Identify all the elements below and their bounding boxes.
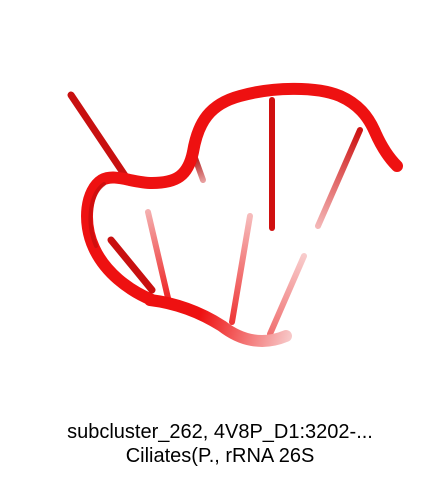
- caption-subtitle: Ciliates(P., rRNA 26S: [125, 445, 315, 467]
- base-stick: [107, 236, 156, 294]
- backbone-shading: [88, 182, 106, 248]
- backbone-ribbon: [81, 82, 403, 306]
- caption-title: subcluster_262, 4V8P_D1:3202-...: [67, 421, 373, 443]
- rna-structure-render: [67, 82, 403, 347]
- base-stick: [145, 209, 171, 301]
- base-stick: [267, 253, 307, 337]
- backbone-ribbon-lower: [144, 294, 292, 347]
- structure-caption: subcluster_262, 4V8P_D1:3202-... Ciliate…: [0, 420, 440, 468]
- base-stick: [315, 127, 363, 229]
- base-stick: [67, 91, 132, 184]
- base-stick: [229, 213, 253, 325]
